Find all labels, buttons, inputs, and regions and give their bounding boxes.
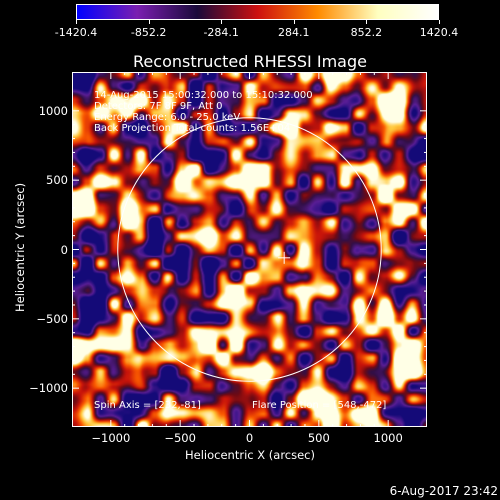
colorbar-tick-mark: [76, 20, 77, 24]
y-tick-label: −1000: [29, 381, 68, 396]
y-tick-label: 1000: [38, 103, 68, 118]
annotation-method-counts: Back Projection Total counts: 1.56E+04: [94, 123, 291, 134]
chart-title: Reconstructed RHESSI Image: [133, 52, 367, 71]
y-tick-label: 500: [46, 173, 68, 188]
x-tick-label: 500: [307, 431, 330, 445]
colorbar-tick-label: -852.2: [130, 26, 167, 39]
x-tick-label: 0: [245, 431, 254, 445]
footer-timestamp: 6-Aug-2017 23:42: [389, 484, 498, 498]
y-tick-label: 0: [60, 242, 68, 257]
annotation-detectors: Detectors: 7F 8F 9F, Att 0: [94, 101, 223, 112]
colorbar-tick-label: 1420.4: [419, 26, 459, 39]
colorbar-tick-mark: [293, 20, 295, 24]
colorbar-tick-mark: [439, 20, 440, 24]
annotation-time-range: 14-Aug-2015 15:00:32.000 to 15:10:32.000: [94, 90, 313, 101]
colorbar-tick-label: -1420.4: [54, 26, 98, 39]
colorbar-tick-label: 852.2: [350, 26, 383, 39]
x-tick-label: −1000: [91, 431, 131, 445]
colorbar: [76, 4, 439, 20]
annotation-flare-position: Flare Position = [548,-472]: [252, 400, 387, 411]
colorbar-tick-mark: [366, 20, 368, 24]
colorbar-tick-label: 284.1: [278, 26, 310, 39]
annotation-energy-range: Energy Range: 6.0 - 25.0 keV: [94, 112, 241, 123]
y-tick-label: −500: [36, 311, 68, 326]
colorbar-tick-mark: [148, 20, 150, 24]
x-tick-label: 1000: [373, 431, 403, 445]
annotation-spin-axis: Spin Axis = [232,-81]: [94, 400, 201, 411]
colorbar-tick-label: -284.1: [203, 26, 239, 39]
x-tick-label: −500: [164, 431, 196, 445]
x-axis-label: Heliocentric X (arcsec): [185, 448, 315, 462]
colorbar-tick-mark: [221, 20, 223, 24]
